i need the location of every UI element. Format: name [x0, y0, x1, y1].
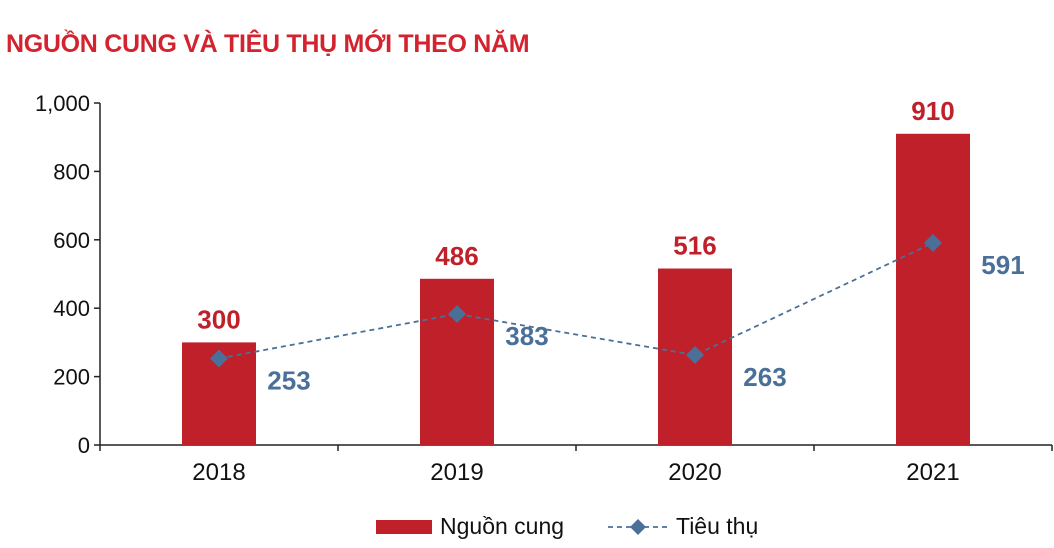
y-tick-label: 0	[78, 433, 90, 458]
point-tieu-thu	[210, 349, 228, 368]
legend-marker-tieu-thu	[630, 519, 646, 535]
bar-nguon-cung	[420, 278, 494, 445]
y-tick-label: 400	[53, 296, 90, 321]
bar-series	[182, 133, 970, 445]
point-tieu-thu	[448, 305, 466, 324]
point-tieu-thu	[924, 233, 942, 252]
data-labels: 300 486 516 910 253 383 263 591	[197, 96, 1024, 396]
legend-swatch-nguon-cung	[376, 520, 432, 534]
x-tick-label: 2021	[906, 459, 959, 486]
chart-title: NGUỒN CUNG VÀ TIÊU THỤ MỚI THEO NĂM	[6, 30, 530, 58]
line-value-label: 383	[505, 321, 548, 351]
y-tick-label: 600	[53, 228, 90, 253]
x-tick-label: 2020	[668, 459, 721, 486]
x-tick-label: 2019	[430, 459, 483, 486]
legend: Nguồn cung Tiêu thụ	[376, 513, 758, 539]
point-tieu-thu	[686, 346, 704, 365]
y-tick-label: 1,000	[35, 91, 90, 116]
y-tick-label: 200	[53, 365, 90, 390]
line-value-label: 591	[981, 250, 1024, 280]
bar-value-label: 910	[911, 96, 954, 126]
bar-nguon-cung	[896, 133, 970, 445]
x-tick-label: 2018	[192, 459, 245, 486]
bar-value-label: 486	[435, 241, 478, 271]
bar-value-label: 516	[673, 231, 716, 261]
legend-label-tieu-thu: Tiêu thụ	[676, 513, 758, 539]
axes: 0 200 400 600 800 1,000 2018 2019 2020 2021	[35, 91, 1053, 486]
line-value-label: 263	[743, 362, 786, 392]
line-value-label: 253	[267, 365, 310, 395]
y-tick-label: 800	[53, 159, 90, 184]
line-series	[210, 233, 942, 368]
bar-value-label: 300	[197, 304, 240, 334]
line-tieu-thu	[218, 242, 934, 360]
legend-label-nguon-cung: Nguồn cung	[440, 513, 564, 539]
